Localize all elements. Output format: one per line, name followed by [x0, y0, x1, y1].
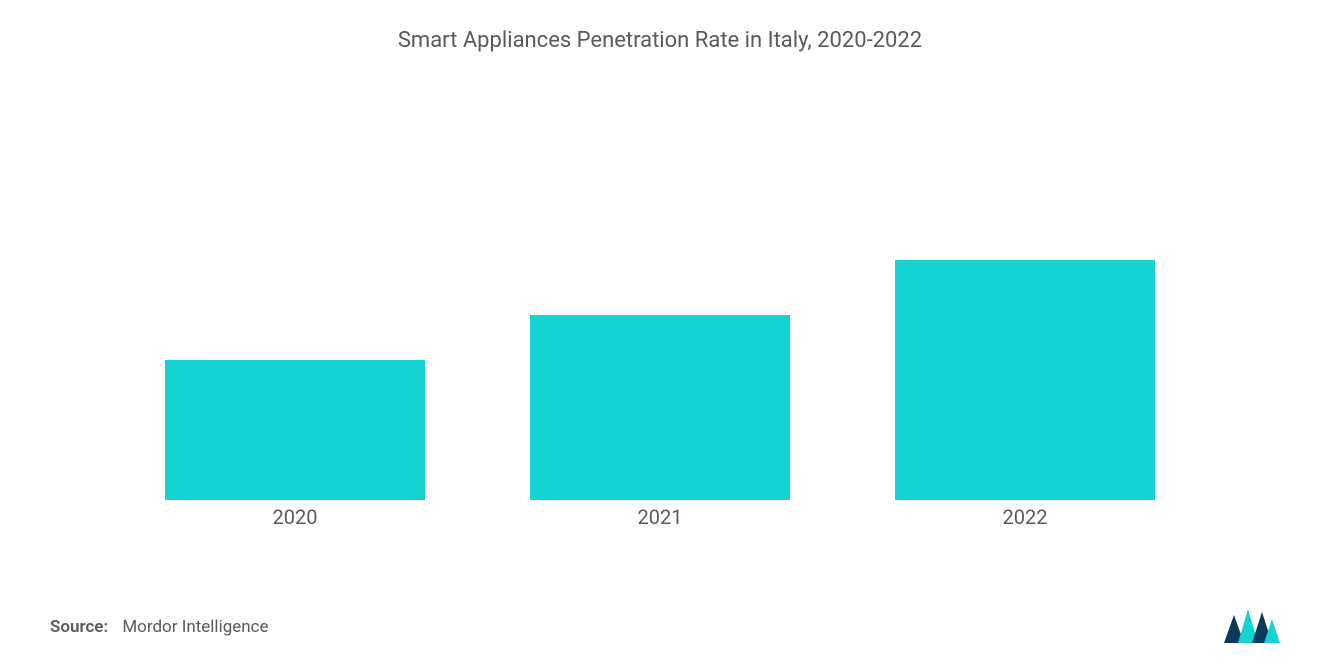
chart-title: Smart Appliances Penetration Rate in Ita…: [0, 0, 1320, 53]
bar-wrap: [165, 360, 425, 500]
bar-2021: [530, 315, 790, 500]
source-text: Mordor Intelligence: [122, 617, 268, 637]
bar-2022: [895, 260, 1155, 500]
x-axis-label: 2021: [530, 505, 790, 529]
x-axis-label: 2020: [165, 505, 425, 529]
chart-plot-area: [0, 70, 1320, 500]
x-axis-label: 2022: [895, 505, 1155, 529]
source-label: Source:: [50, 617, 108, 637]
bar-wrap: [895, 260, 1155, 500]
source-attribution: Source: Mordor Intelligence: [50, 617, 269, 637]
x-axis-labels: 2020 2021 2022: [0, 505, 1320, 529]
bar-2020: [165, 360, 425, 500]
bar-wrap: [530, 315, 790, 500]
mordor-logo-icon: [1224, 609, 1280, 643]
